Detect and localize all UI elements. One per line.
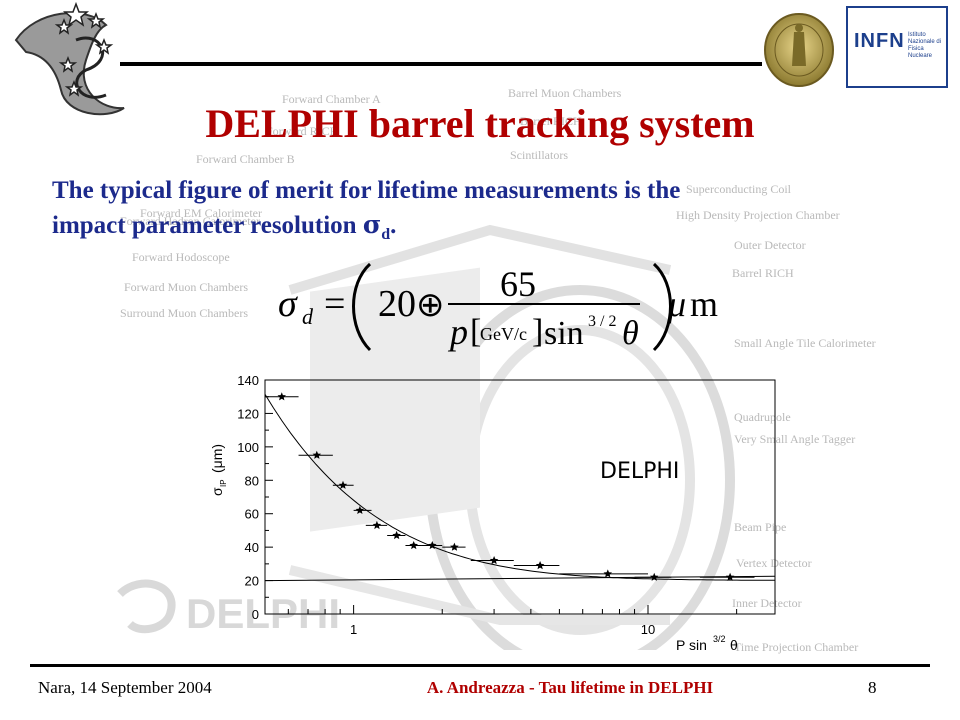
chart-plot-frame [264,379,776,615]
data-point-star [409,541,418,550]
bg-label: Barrel Muon Chambers [508,86,622,100]
bg-label: Forward Hodoscope [132,250,230,264]
y-tick-label: 120 [237,406,259,421]
formula-right-paren [652,262,672,352]
x-axis-label-theta: θ [730,637,738,653]
bg-label: High Density Projection Chamber [676,208,840,222]
bg-label: Beam Pipe [734,520,787,534]
detector-background-image [288,224,735,650]
bg-label: Inner Detector [732,596,802,610]
chart-y-axis-label: σ IP (μm) [209,444,228,496]
formula-denom-theta: θ [622,315,639,352]
formula-denom-p: p [447,312,468,352]
bg-label: Forward RICH [266,124,339,138]
body-line-2-prefix: impact parameter resolution [52,212,363,239]
formula-denom-exponent: 3 / 2 [588,313,616,330]
bg-label: Very Small Angle Tagger [734,432,856,446]
formula-left-paren [352,262,372,352]
data-point-star [312,450,322,459]
footer-talk-title: A. Andreazza - Tau lifetime in DELPHI [426,678,714,697]
fit-curve [264,393,775,581]
data-point-star [392,530,401,540]
bg-label: Forward Muon Chambers [124,280,248,294]
formula-denom-bracket-right: ] [532,313,543,350]
footer-divider [30,664,930,667]
x-tick-label: 1 [350,622,357,637]
formula-unit-m: m [690,284,718,324]
bg-label: Scintillators [510,148,568,162]
formula-equals: = [324,283,345,325]
footer-page-number: 8 [868,678,877,697]
infn-logo-mark: INFN [854,30,905,52]
data-point-star [489,556,499,565]
formula-sigma-subscript: d [302,304,314,329]
impact-parameter-formula: σ d = 20 ⊕ 65 p [ GeV/c ] sin 3 / 2 θ μ … [278,262,718,352]
bg-label: Surround Muon Chambers [120,306,248,320]
slide-title: DELPHI barrel tracking system [205,101,755,146]
data-point-star [450,542,459,551]
asymptote-line [264,575,776,582]
university-seal-logo [764,13,834,87]
impact-parameter-resolution-chart: 0 20 40 60 80 100 120 140 1 10 DELPHI σ IP (μm) P… [209,373,776,653]
bg-label: Vertex Detector [736,556,812,570]
body-sigma-subscript: d [381,226,391,243]
data-point-star [372,520,382,530]
y-tick-label: 40 [245,540,259,555]
infn-logo-subtitle: Istituto Nazionale di Fisica Nucleare [908,32,942,59]
data-point-star [428,541,437,550]
data-point-star [725,572,735,581]
bg-label: Outer Detector [734,238,806,252]
y-tick-label: 20 [245,574,259,589]
formula-unit-mu: μ [667,284,686,324]
bg-label: Barrel RICH [732,266,794,280]
y-axis-label-symbol: σ [209,487,225,496]
y-tick-label: 100 [237,440,259,455]
data-point-star [650,572,659,581]
x-axis-label-text: P sin [676,637,707,653]
formula-denom-unit: GeV/c [480,324,527,344]
dolphin-logo [14,1,125,116]
chart-marks: 0 20 40 60 80 100 120 140 1 10 [237,373,776,637]
y-tick-label: 140 [237,373,259,388]
y-axis-label-subscript: IP [219,479,228,487]
y-tick-label: 0 [252,607,259,622]
x-tick-label: 10 [641,622,655,637]
bg-label: Forward EM Calorimeter [140,206,262,220]
formula-denom-sin: sin [544,315,584,352]
formula-oplus: ⊕ [416,287,445,324]
y-axis-label-unit: (μm) [209,444,225,473]
bg-label: Forward Hadron Calorimeter [120,214,260,228]
data-point-star [535,561,545,570]
chart-x-axis-label: P sin 3/2 θ [676,634,738,653]
formula-sigma: σ [278,283,298,325]
footer-location-date: Nara, 14 September 2004 [38,678,212,697]
y-tick-label: 60 [245,507,259,522]
bg-label: Small Angle Tile Calorimeter [734,336,876,350]
bg-label: Forward Chamber B [196,152,295,166]
x-axis-label-exponent: 3/2 [713,634,726,644]
y-tick-label: 80 [245,473,259,488]
formula-denom-bracket-left: [ [470,313,481,350]
bg-label: Quadrupole [734,410,791,424]
chart-inset-label: DELPHI [600,459,679,484]
bg-label: Barrel RICH [520,114,582,128]
top-divider [120,62,762,66]
body-period: . [390,212,397,239]
formula-term-20: 20 [378,283,416,325]
bg-label: Forward Chamber A [282,92,381,106]
data-point-star [338,480,348,489]
body-line-2: impact parameter resolution σd. [52,208,912,252]
data-point-star [277,392,286,401]
infn-logo: INFN Istituto Nazionale di Fisica Nuclea… [846,6,948,88]
bg-label: Superconducting Coil [686,182,791,196]
body-sigma-symbol: σ [362,210,382,239]
slide-body-text: The typical figure of merit for lifetime… [52,174,912,252]
data-point-star [603,569,613,578]
body-line-1: The typical figure of merit for lifetime… [52,177,681,204]
data-point-star [355,505,365,514]
formula-numerator: 65 [500,264,536,304]
bg-label: Time Projection Chamber [734,640,859,654]
